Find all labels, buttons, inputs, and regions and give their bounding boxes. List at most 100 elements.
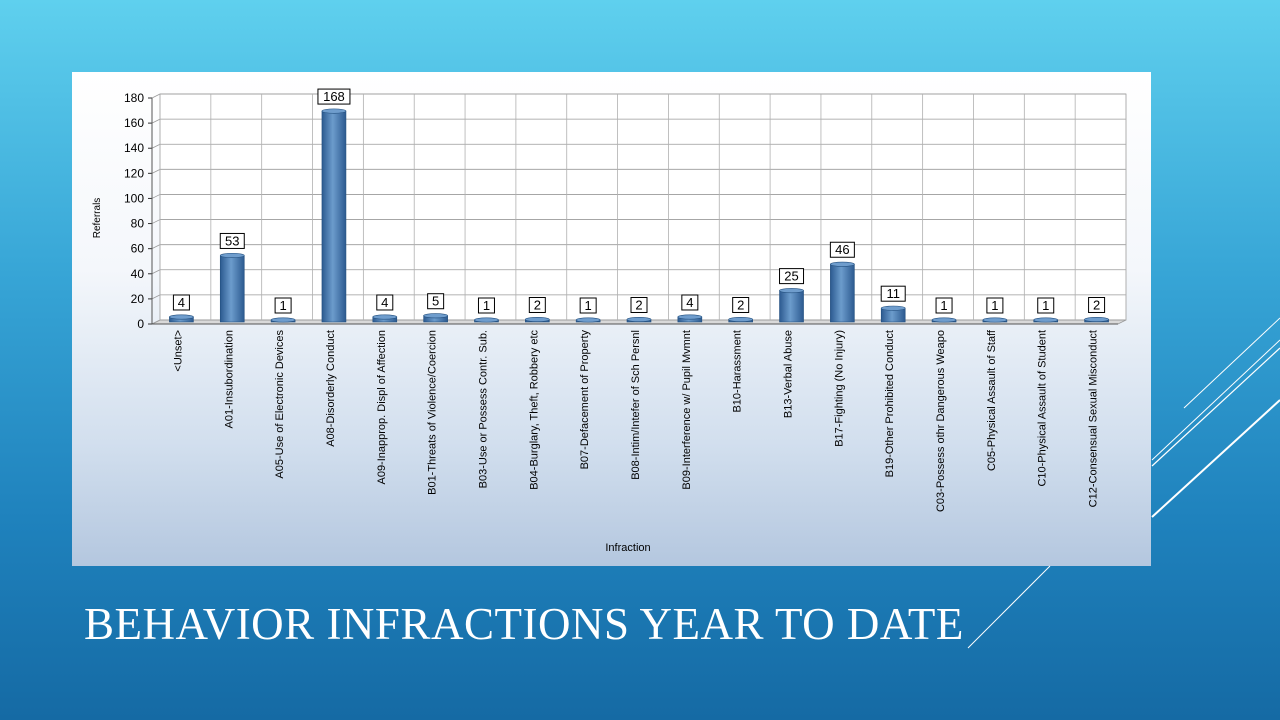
bar <box>321 110 347 323</box>
data-label: 4 <box>686 295 693 310</box>
x-tick-label: C05-Physical Assault of Staff <box>986 329 998 471</box>
bar-cap <box>626 316 652 322</box>
x-tick-label: B13-Verbal Abuse <box>783 330 795 418</box>
gridline-side <box>151 143 161 149</box>
data-label-box <box>376 294 394 311</box>
gridline-side <box>151 244 161 250</box>
data-label-box <box>935 297 953 314</box>
data-label-box <box>477 297 495 314</box>
y-tick-label: 180 <box>124 91 144 105</box>
deco-line <box>967 565 1051 649</box>
x-tick-label: B19-Other Prohibited Conduct <box>884 330 896 477</box>
y-tick-label: 0 <box>137 317 144 331</box>
x-tick-label: B04-Burglary, Theft, Robbery etc <box>528 330 540 490</box>
gridline-side <box>151 93 161 99</box>
data-label: 168 <box>323 89 345 104</box>
gridline-side <box>151 294 161 300</box>
deco-line <box>1151 339 1280 461</box>
x-axis-title: Infraction <box>605 542 650 554</box>
y-tick-label: 140 <box>124 141 144 155</box>
data-label-box <box>732 296 750 313</box>
bar-cap <box>321 108 347 114</box>
data-label: 11 <box>886 286 900 301</box>
data-label-box <box>528 296 546 313</box>
y-tick-label: 160 <box>124 116 144 130</box>
data-label: 1 <box>991 298 998 313</box>
bar-cap <box>474 317 499 323</box>
data-label: 1 <box>483 298 490 313</box>
x-tick-label: A05-Use of Electronic Devices <box>274 330 286 479</box>
x-tick-label: B01-Threats of Violence/Coercion <box>427 330 439 495</box>
bar-cap <box>1033 317 1059 323</box>
data-label: 2 <box>534 297 541 312</box>
x-tick-label: <Unset> <box>172 330 184 372</box>
x-tick-label: B08-Intim/Intefer of Sch Persnl <box>630 330 642 480</box>
data-label-box <box>427 293 445 310</box>
bar-cap <box>982 317 1008 323</box>
data-label: 2 <box>737 297 744 312</box>
data-label-box <box>630 296 648 313</box>
bar <box>779 290 804 323</box>
bar-cap <box>728 316 753 322</box>
data-label: 4 <box>381 295 388 310</box>
data-label-box <box>579 297 597 314</box>
y-tick-label: 100 <box>124 191 144 205</box>
deco-line <box>1151 347 1280 467</box>
bar-cap <box>779 288 804 294</box>
bar <box>830 263 855 323</box>
bar-cap <box>830 261 855 267</box>
x-tick-label: B07-Defacement of Property <box>579 330 591 470</box>
data-label-box <box>829 241 855 258</box>
data-label: 1 <box>585 298 592 313</box>
data-label: 1 <box>279 298 286 313</box>
bar-cap <box>525 316 550 322</box>
x-tick-label: C03-Possess othr Dangerous Weapo <box>935 330 947 512</box>
x-tick-label: A09-Inapprop. Displ of Affection <box>376 330 388 485</box>
bar <box>219 255 245 323</box>
data-label-box <box>986 297 1004 314</box>
bar-cap <box>372 314 398 320</box>
x-tick-label: B09-Interference w/ Pupil Mvmnt <box>681 330 693 490</box>
data-label-box <box>1037 297 1055 314</box>
y-tick-label: 20 <box>131 292 145 306</box>
gridline-side <box>151 319 161 325</box>
data-label: 46 <box>835 242 849 257</box>
bar-cap <box>169 314 194 320</box>
gridline-side <box>151 194 161 199</box>
data-label: 25 <box>784 269 798 284</box>
data-label: 2 <box>1093 297 1100 312</box>
data-label-box <box>1088 296 1106 313</box>
y-tick-label: 120 <box>124 166 144 180</box>
slide-title: BEHAVIOR INFRACTIONS YEAR TO DATE <box>84 599 964 649</box>
deco-line <box>1151 399 1280 518</box>
bar-cap <box>677 314 703 320</box>
data-label-box <box>779 268 805 285</box>
y-tick-label: 60 <box>131 242 145 256</box>
data-label: 4 <box>178 295 185 310</box>
bar-cap <box>219 252 245 258</box>
data-label-box <box>880 285 906 302</box>
y-tick-label: 40 <box>131 267 145 281</box>
data-label: 53 <box>225 233 239 248</box>
deco-line <box>1183 317 1280 409</box>
plot-back-wall <box>159 93 1127 321</box>
gridline-side <box>151 168 161 174</box>
x-tick-label: C12-Consensual Sexual Misconduct <box>1088 330 1100 507</box>
gridline-side <box>151 269 161 275</box>
x-tick-label: A08-Disorderly Conduct <box>325 330 337 447</box>
chart-panel: 4 53 1 168 4 5 1 2 1 2 4 2 25 46 11 1 1 1 2 0 20 40 60 80 100 12… <box>72 72 1151 566</box>
data-label-box <box>219 232 245 249</box>
x-tick-label: A01-Insubordination <box>223 330 235 428</box>
data-label: 5 <box>432 294 439 309</box>
x-tick-label: B03-Use or Possess Contr. Sub. <box>477 330 489 488</box>
bar-cap <box>575 317 601 323</box>
bar-cap <box>1084 316 1109 322</box>
data-label: 1 <box>1042 298 1049 313</box>
data-label-box <box>274 297 292 314</box>
x-tick-label: B17-Fighting (No Injury) <box>833 330 845 447</box>
data-label-box <box>172 294 190 311</box>
y-tick-label: 80 <box>131 217 145 231</box>
bar-cap <box>880 305 906 311</box>
data-label: 2 <box>635 297 642 312</box>
